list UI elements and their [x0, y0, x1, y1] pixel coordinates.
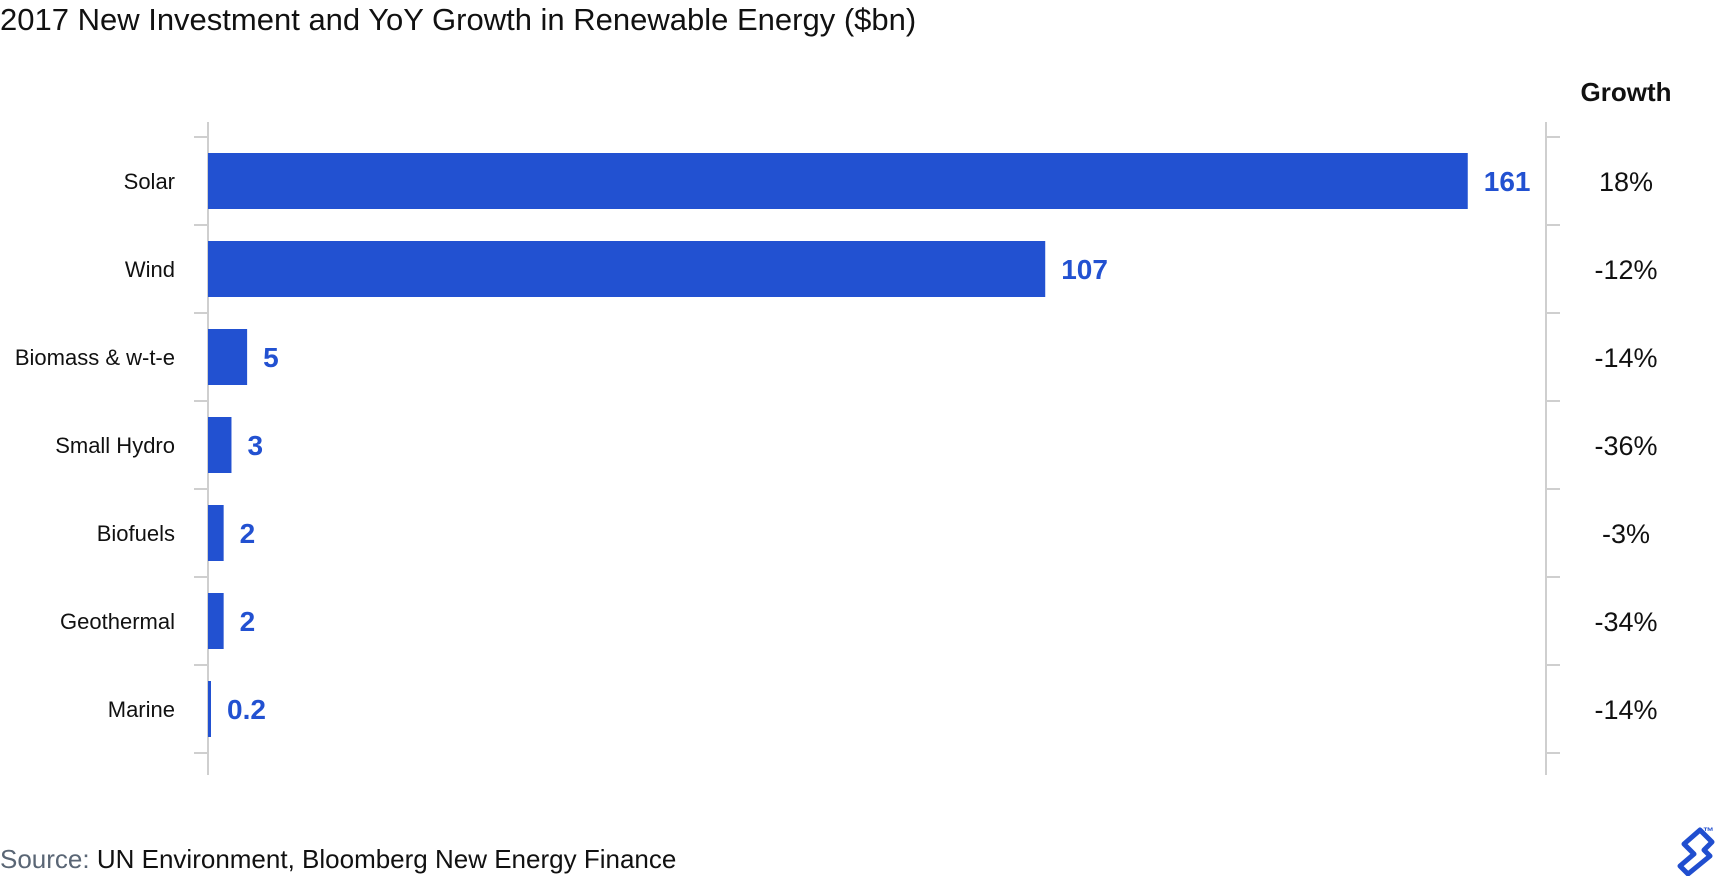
value-label: 5 — [263, 342, 279, 373]
growth-value: -36% — [1594, 431, 1657, 461]
source-prefix: Source: — [0, 844, 90, 874]
value-label: 2 — [240, 518, 256, 549]
category-label: Biofuels — [97, 521, 175, 546]
category-label: Marine — [108, 697, 175, 722]
bar — [208, 681, 211, 737]
source-text: UN Environment, Bloomberg New Energy Fin… — [96, 844, 677, 874]
value-label: 2 — [240, 606, 256, 637]
category-label: Biomass & w-t-e — [15, 345, 175, 370]
growth-value: -12% — [1594, 255, 1657, 285]
bar — [208, 241, 1046, 297]
bars — [208, 153, 1468, 737]
axes — [194, 122, 1560, 775]
growth-header: Growth — [1581, 77, 1672, 107]
labels: Growth Solar 161 18% Wind 107 -12% Biomass & w-… — [15, 77, 1672, 725]
category-label: Wind — [125, 257, 175, 282]
toptal-logo-icon — [1677, 827, 1715, 876]
bar — [208, 593, 224, 649]
category-label: Small Hydro — [55, 433, 175, 458]
bar — [208, 417, 232, 473]
bar — [208, 153, 1468, 209]
value-label: 107 — [1061, 254, 1108, 285]
bar — [208, 329, 248, 385]
chart-title: 2017 New Investment and YoY Growth in Re… — [0, 2, 917, 37]
bar — [208, 505, 224, 561]
value-label: 3 — [247, 430, 263, 461]
growth-value: 18% — [1599, 167, 1653, 197]
value-label: 0.2 — [227, 694, 266, 725]
category-label: Solar — [124, 169, 175, 194]
trademark-mark: ™ — [1703, 826, 1714, 838]
growth-value: -14% — [1594, 343, 1657, 373]
growth-value: -14% — [1594, 695, 1657, 725]
category-label: Geothermal — [60, 609, 175, 634]
source-note: Source: UN Environment, Bloomberg New En… — [0, 842, 676, 876]
growth-value: -3% — [1602, 519, 1650, 549]
value-label: 161 — [1484, 166, 1531, 197]
growth-value: -34% — [1594, 607, 1657, 637]
